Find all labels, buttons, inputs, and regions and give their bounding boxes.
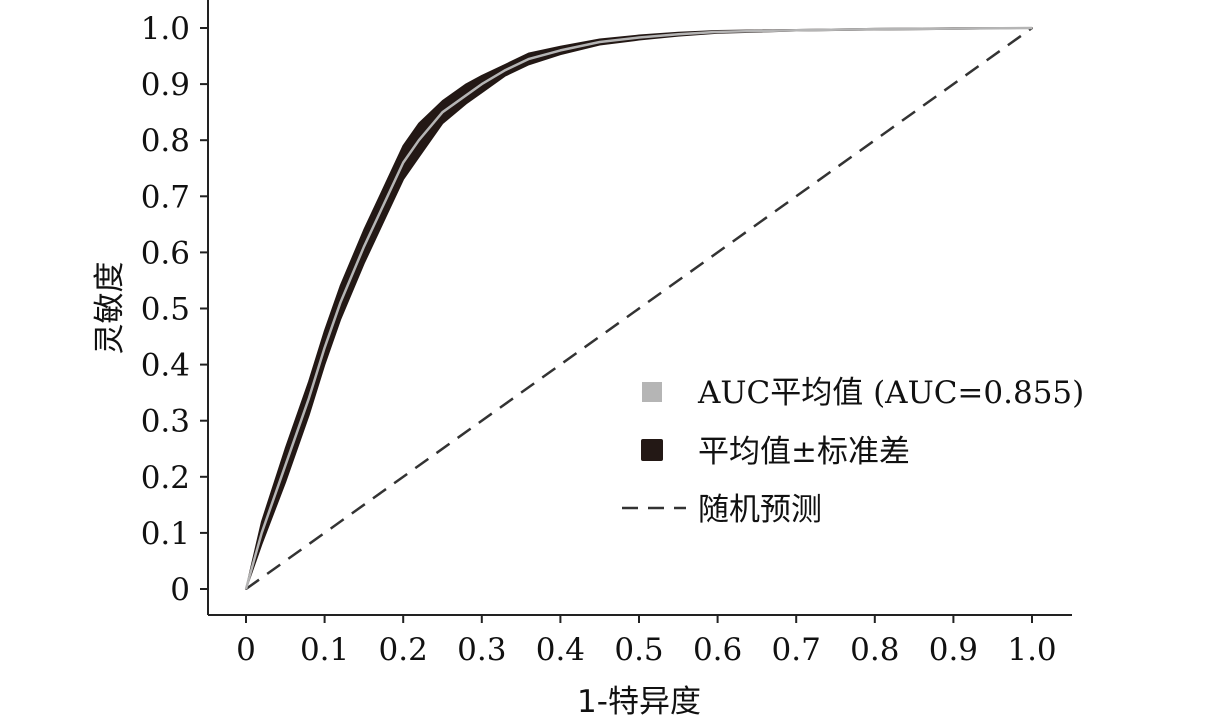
y-tick-label: 0.8: [141, 123, 190, 159]
legend-swatch-mean-auc: [642, 382, 662, 402]
x-tick-label: 0.3: [457, 632, 506, 668]
y-tick-label: 0.7: [141, 179, 190, 215]
y-tick-label: 0.2: [141, 460, 190, 496]
x-tick-label: 0.6: [693, 632, 742, 668]
legend-swatch-std: [641, 439, 663, 461]
x-axis-title: 1-特异度: [577, 684, 701, 720]
y-axis-title: 灵敏度: [92, 262, 128, 355]
legend-label-std: 平均值±标准差: [698, 434, 910, 470]
x-tick-label: 1.0: [1007, 632, 1056, 668]
y-tick-label: 0.9: [141, 67, 190, 103]
x-tick-label: 0.9: [929, 632, 978, 668]
y-tick-label: 1.0: [141, 11, 190, 47]
x-tick-label: 0.8: [850, 632, 899, 668]
y-tick-label: 0.5: [141, 292, 190, 328]
x-tick-label: 0.5: [614, 632, 663, 668]
x-tick-label: 0.2: [379, 632, 428, 668]
mean-roc-line: [244, 26, 1033, 590]
y-tick-label: 0.6: [141, 235, 190, 271]
legend-label-random: 随机预测: [698, 492, 822, 528]
legend-label-mean-auc: AUC平均值 (AUC=0.855): [697, 375, 1084, 411]
y-tick-label: 0.4: [141, 348, 190, 384]
y-tick-label: 0.3: [141, 404, 190, 440]
x-tick-label: 0.4: [536, 632, 585, 668]
x-tick-label: 0.7: [772, 632, 821, 668]
random-prediction-line: [245, 26, 1033, 591]
x-tick-label: 0.1: [300, 632, 349, 668]
y-tick-label: 0: [170, 572, 190, 608]
y-tick-label: 0.1: [141, 516, 190, 552]
plot-area: [244, 26, 1033, 591]
x-tick-label: 0: [236, 632, 256, 668]
legend: AUC平均值 (AUC=0.855) 平均值±标准差 随机预测: [622, 375, 1084, 528]
